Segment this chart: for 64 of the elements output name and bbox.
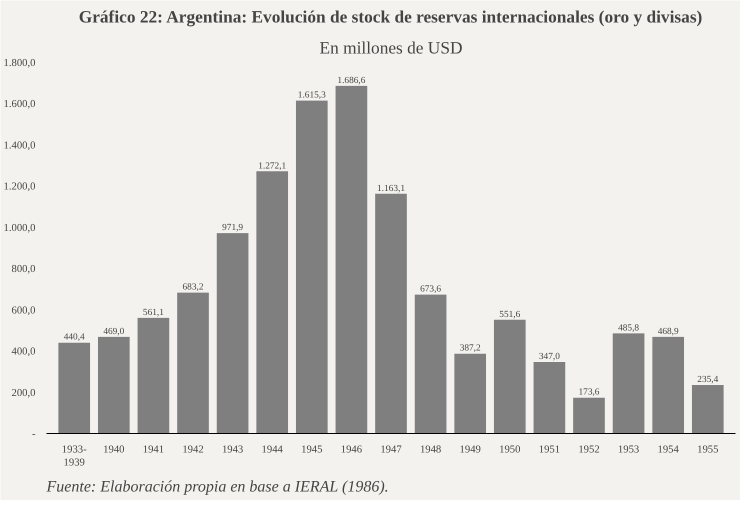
y-tick-label: 200,0 [12,388,36,399]
y-tick-label: 800,0 [12,264,36,276]
data-label: 683,2 [182,282,204,293]
bar [256,171,288,434]
data-label: 173,6 [578,388,600,398]
bar [534,362,566,434]
data-label: 673,6 [420,284,442,295]
y-tick-label: 1.800,0 [4,58,36,69]
data-label: 1.615,3 [298,90,326,101]
data-label: 387,2 [460,344,482,354]
bar [612,333,644,434]
x-tick-label: 1955 [697,444,718,456]
x-tick-label: 1941 [142,444,164,456]
x-tick-label: 1948 [420,444,442,456]
y-tick-label: 400,0 [12,346,36,358]
bar [98,336,130,434]
y-tick-label: 600,0 [12,305,36,316]
bar [454,354,486,434]
x-tick-label: 1942 [182,444,204,456]
bar [375,194,407,434]
bar [296,100,328,434]
x-tick-label: 1954 [658,444,680,456]
x-tick-label: 1952 [578,444,600,456]
data-label: 235,4 [697,374,719,385]
chart-subtitle: En millones de USD [320,38,462,58]
data-label: 485,8 [618,323,640,334]
x-tick-label: 1945 [301,444,322,456]
data-label: 1.163,1 [377,184,406,194]
x-tick-label: 1951 [538,444,560,456]
x-tick-label: 1949 [460,444,481,456]
data-label: 440,4 [64,332,86,343]
y-tick-label: - [32,429,36,440]
bar [652,336,684,434]
bar [692,384,724,434]
y-tick-label: 1.000,0 [4,222,36,234]
bar [414,294,446,434]
x-tick-label: 1933-1939 [62,444,88,469]
bar [494,320,526,434]
data-label: 469,0 [103,326,125,337]
data-label: 551,6 [499,310,521,320]
bar [138,318,170,434]
x-tick-label: 1946 [340,444,363,456]
x-tick-label: 1953 [618,444,640,456]
data-label: 971,9 [222,223,244,234]
bar [177,292,209,434]
x-tick-label: 1950 [499,444,520,456]
x-tick-label: 1944 [262,444,284,456]
y-tick-label: 1.200,0 [4,182,36,193]
chart-title: Gráfico 22: Argentina: Evolución de stock de reservas internacionales (oro y divisas) [78,8,703,26]
data-label: 561,1 [142,308,164,318]
data-label: 1.686,6 [337,76,366,86]
bar [573,398,605,434]
x-tick-label: 1943 [222,444,244,456]
data-label: 1.272,1 [258,161,287,172]
data-label: 468,9 [658,326,680,337]
y-tick-label: 1.600,0 [4,99,36,110]
bar [58,342,90,434]
x-tick-label: 1940 [103,444,124,456]
bar [336,86,368,434]
y-tick-label: 1.400,0 [4,140,36,152]
source-note: Fuente: Elaboración propia en base a IERAL (1986). [46,478,389,496]
x-tick-label: 1947 [380,444,402,456]
data-label: 347,0 [538,352,560,362]
bar [216,233,248,434]
